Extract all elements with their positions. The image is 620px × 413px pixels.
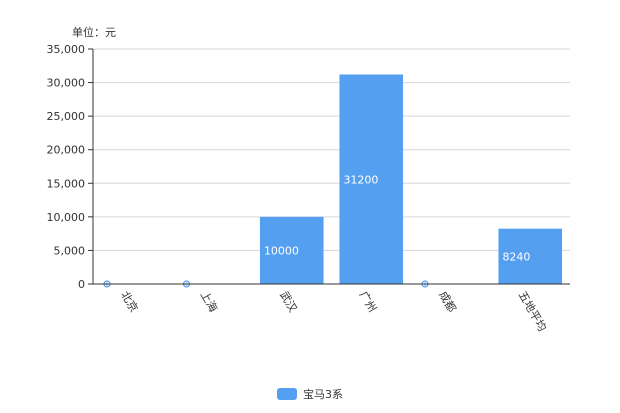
- legend-label: 宝马3系: [303, 388, 343, 401]
- legend[interactable]: 宝马3系: [0, 386, 620, 402]
- bar: [259, 216, 324, 284]
- y-tick-label: 15,000: [47, 177, 86, 190]
- x-tick-label: 五地平均: [516, 289, 549, 334]
- y-axis-ticks: 0 5,000 10,000 15,000 20,000 25,000 30,000 35,0…: [47, 43, 93, 291]
- y-tick-label: 20,000: [47, 144, 86, 157]
- bar: [339, 74, 404, 284]
- y-tick-label: 25,000: [47, 110, 86, 123]
- bar: [498, 228, 563, 284]
- y-tick-label: 5,000: [54, 244, 86, 257]
- x-tick-label: 广州: [357, 289, 379, 315]
- y-tick-label: 0: [78, 278, 85, 291]
- bar-data-label: 0: [106, 282, 109, 288]
- bar-data-label: 8240: [502, 250, 530, 263]
- x-axis: 北京 上海 武汉 广州 成都 五地平均: [92, 49, 570, 334]
- y-tick-label: 30,000: [47, 77, 86, 90]
- bar-data-label: 0: [185, 282, 188, 288]
- x-tick-label: 成都: [436, 289, 458, 315]
- x-tick-label: 上海: [198, 289, 221, 315]
- y-tick-label: 35,000: [47, 43, 86, 56]
- bars: 0 0 10000 31200 0 8240: [103, 74, 563, 288]
- y-tick-label: 10,000: [47, 211, 86, 224]
- bar-data-label: 31200: [343, 173, 378, 186]
- bar-data-label: 10000: [264, 244, 299, 257]
- x-tick-label: 北京: [118, 289, 141, 315]
- legend-swatch: [277, 388, 297, 400]
- unit-label: 单位：元: [72, 25, 116, 39]
- bar-data-label: 0: [424, 282, 427, 288]
- gridlines: [93, 48, 570, 251]
- x-tick-label: 武汉: [277, 289, 299, 315]
